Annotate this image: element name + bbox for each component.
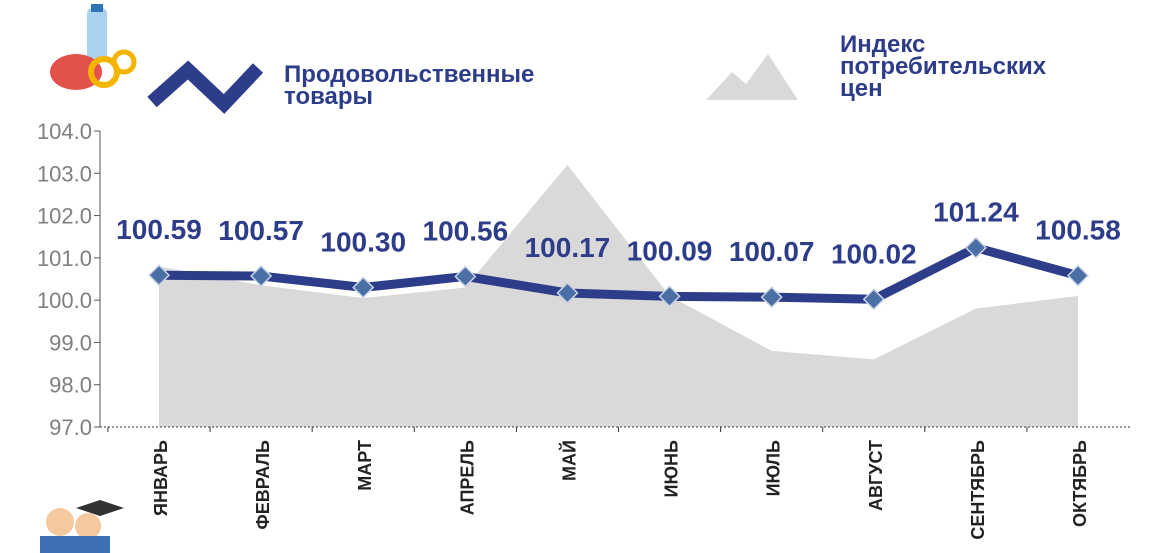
data-label: 100.58: [1035, 215, 1121, 246]
y-tick-label: 100.0: [37, 288, 92, 313]
marker: [964, 236, 987, 259]
x-tick-label: МАРТ: [355, 440, 375, 491]
marker: [454, 265, 477, 288]
data-label: 100.02: [831, 238, 917, 269]
data-label: 100.09: [627, 235, 713, 266]
data-label: 100.30: [320, 226, 406, 257]
x-tick-label: ЯНВАРЬ: [151, 440, 171, 516]
x-tick-label: ИЮЛЬ: [764, 440, 784, 496]
x-tick-label: ИЮНЬ: [662, 440, 682, 497]
legend-area-icon: [706, 54, 798, 100]
y-tick-label: 104.0: [37, 119, 92, 144]
x-tick-label: ОКТЯБРЬ: [1070, 440, 1090, 527]
marker: [352, 276, 375, 299]
marker: [658, 285, 681, 308]
y-tick-label: 102.0: [37, 204, 92, 229]
marker: [760, 286, 783, 309]
people-icon: [40, 500, 124, 553]
y-tick-label: 101.0: [37, 246, 92, 271]
legend-label: Продовольственные товары: [284, 61, 535, 110]
marker: [862, 288, 885, 311]
y-tick-label: 97.0: [49, 415, 92, 440]
marker: [250, 264, 273, 288]
legend-label: Индекс потребительских цен: [840, 31, 1047, 102]
y-tick-label: 103.0: [37, 161, 92, 186]
x-tick-label: СЕНТЯБРЬ: [968, 440, 988, 540]
legend-line-icon: [147, 60, 264, 114]
marker: [1066, 264, 1090, 287]
x-tick-label: МАЙ: [558, 440, 579, 481]
data-label: 100.07: [729, 236, 815, 267]
marker: [147, 264, 171, 287]
data-label: 100.56: [423, 215, 509, 246]
data-label: 101.24: [933, 197, 1019, 228]
x-tick-label: АПРЕЛЬ: [457, 440, 477, 515]
y-tick-label: 99.0: [49, 330, 92, 355]
data-label: 100.17: [525, 232, 611, 263]
y-tick-label: 98.0: [49, 373, 92, 398]
x-tick-label: ФЕВРАЛЬ: [253, 440, 273, 530]
marker: [556, 281, 579, 305]
data-label: 100.59: [116, 214, 202, 245]
data-label: 100.57: [218, 215, 304, 246]
food-icon: [50, 4, 137, 90]
line: [158, 243, 1080, 304]
x-tick-label: АВГУСТ: [866, 440, 886, 511]
